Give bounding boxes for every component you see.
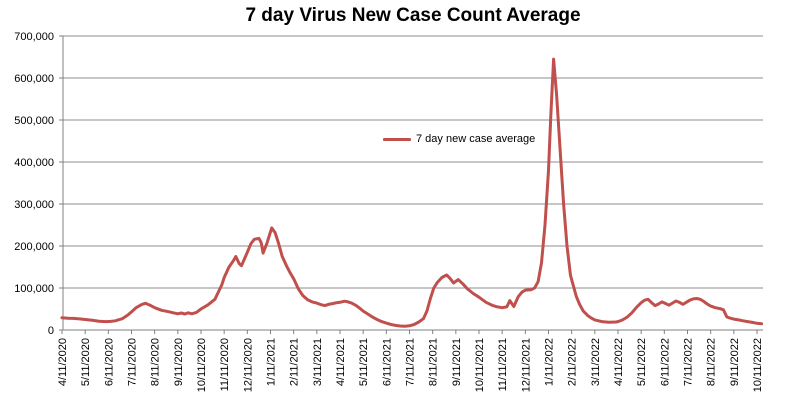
x-axis-tick-label: 6/11/2020	[103, 338, 115, 386]
x-axis-tick-label: 5/11/2021	[358, 338, 370, 386]
legend: 7 day new case average	[383, 132, 535, 146]
x-axis-tick-label: 5/11/2022	[636, 338, 648, 386]
x-axis-tick-label: 1/11/2021	[266, 338, 278, 386]
x-axis-tick-label: 11/11/2020	[219, 338, 231, 391]
y-axis-tick-label: 100,000	[14, 283, 54, 295]
x-axis-tick-label: 7/11/2021	[405, 338, 417, 386]
x-axis-tick-label: 7/11/2020	[127, 338, 139, 386]
y-axis-tick-label: 200,000	[14, 241, 54, 253]
y-axis-tick-label: 0	[48, 325, 54, 337]
x-axis-tick-label: 5/11/2020	[80, 338, 92, 386]
x-axis-tick-label: 10/11/2021	[474, 338, 486, 392]
x-axis-tick-label: 12/11/2020	[242, 338, 254, 392]
x-axis-tick-label: 12/11/2021	[520, 338, 532, 392]
x-axis-tick-label: 2/11/2021	[289, 338, 301, 386]
x-axis-tick-label: 4/11/2021	[335, 338, 347, 386]
x-axis-tick-label: 1/11/2022	[544, 338, 556, 386]
x-axis-tick-label: 6/11/2021	[381, 338, 393, 386]
x-axis-tick-label: 11/11/2021	[497, 338, 509, 391]
y-axis-tick-label: 300,000	[14, 199, 54, 211]
y-axis-tick-label: 500,000	[14, 115, 54, 127]
x-axis-tick-label: 10/11/2022	[752, 338, 764, 392]
x-axis-tick-label: 6/11/2022	[659, 338, 671, 386]
x-axis-tick-label: 9/11/2022	[729, 338, 741, 386]
chart-title: 7 day Virus New Case Count Average	[245, 5, 581, 26]
y-axis-tick-label: 700,000	[14, 31, 54, 43]
x-axis-tick-label: 10/11/2020	[196, 338, 208, 392]
x-axis-tick-label: 9/11/2021	[451, 338, 463, 386]
legend-line-sample-icon	[383, 137, 411, 141]
x-axis-tick-label: 8/11/2021	[428, 338, 440, 386]
data-line-7-day-average	[60, 57, 764, 328]
x-axis-tick-label: 8/11/2022	[706, 338, 718, 386]
x-axis-tick-label: 8/11/2020	[150, 338, 162, 386]
x-axis-tick-label: 4/11/2020	[57, 338, 69, 386]
x-axis-tick-label: 4/11/2022	[613, 338, 625, 386]
y-axis-tick-label: 600,000	[14, 73, 54, 85]
x-axis-tick-label: 7/11/2022	[683, 338, 695, 386]
x-axis-tick-label: 3/11/2022	[590, 338, 602, 386]
y-axis-tick-label: 400,000	[14, 157, 54, 169]
x-axis-tick-label: 2/11/2022	[567, 338, 579, 386]
x-axis-tick-label: 9/11/2020	[173, 338, 185, 386]
x-axis-tick-label: 3/11/2021	[312, 338, 324, 386]
legend-label: 7 day new case average	[416, 133, 536, 145]
